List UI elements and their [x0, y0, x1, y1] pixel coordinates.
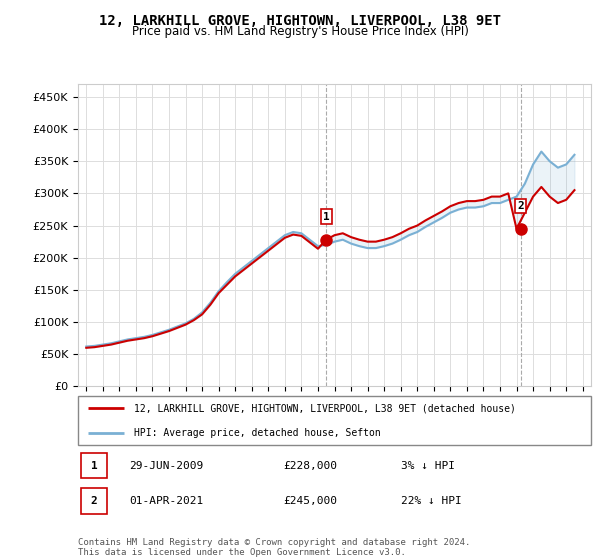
Text: 01-APR-2021: 01-APR-2021: [130, 496, 203, 506]
Text: 2: 2: [91, 496, 97, 506]
Text: 1: 1: [91, 461, 97, 470]
Text: Contains HM Land Registry data © Crown copyright and database right 2024.
This d: Contains HM Land Registry data © Crown c…: [78, 538, 470, 557]
FancyBboxPatch shape: [80, 453, 107, 478]
FancyBboxPatch shape: [78, 396, 591, 445]
Text: 12, LARKHILL GROVE, HIGHTOWN, LIVERPOOL, L38 9ET: 12, LARKHILL GROVE, HIGHTOWN, LIVERPOOL,…: [99, 14, 501, 28]
Text: £245,000: £245,000: [283, 496, 337, 506]
Text: 3% ↓ HPI: 3% ↓ HPI: [401, 461, 455, 470]
Text: 22% ↓ HPI: 22% ↓ HPI: [401, 496, 462, 506]
Text: 29-JUN-2009: 29-JUN-2009: [130, 461, 203, 470]
FancyBboxPatch shape: [80, 488, 107, 514]
Text: 1: 1: [323, 212, 329, 222]
Text: 2: 2: [517, 200, 524, 211]
Text: HPI: Average price, detached house, Sefton: HPI: Average price, detached house, Seft…: [134, 428, 381, 438]
Text: £228,000: £228,000: [283, 461, 337, 470]
Text: 12, LARKHILL GROVE, HIGHTOWN, LIVERPOOL, L38 9ET (detached house): 12, LARKHILL GROVE, HIGHTOWN, LIVERPOOL,…: [134, 403, 517, 413]
Text: Price paid vs. HM Land Registry's House Price Index (HPI): Price paid vs. HM Land Registry's House …: [131, 25, 469, 38]
